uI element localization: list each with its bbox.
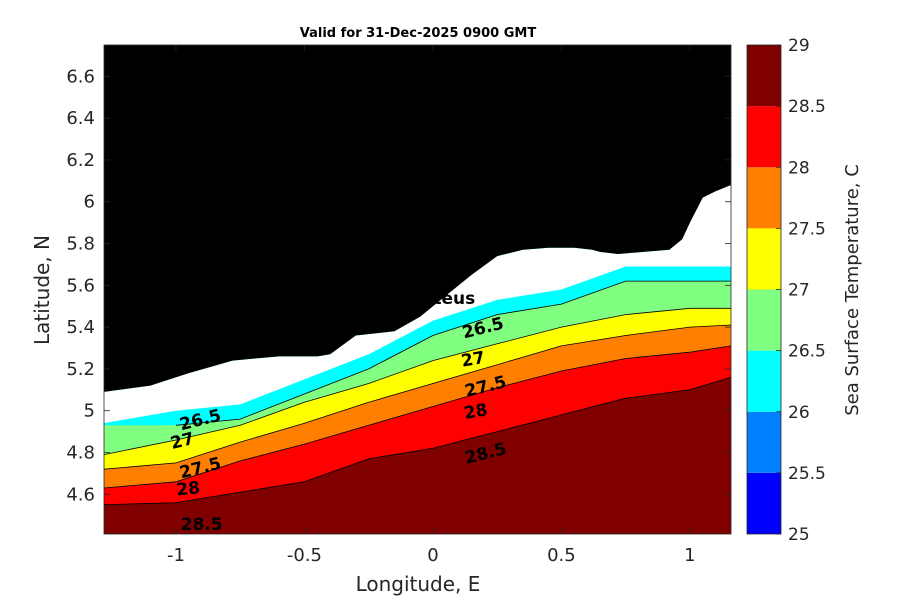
y-tick-label-4: 5.4 <box>66 317 95 338</box>
isoline-28.5 <box>104 376 731 506</box>
colorbar-band-27.5 <box>747 167 781 229</box>
y-tick-label-10: 6.6 <box>66 66 95 87</box>
x-tick-label-0: -1 <box>167 545 185 566</box>
x-tick-label-1: -0.5 <box>287 545 322 566</box>
x-axis-label: Longitude, E <box>356 572 481 596</box>
colorbar: 25 25.5 26 26.5 27 27.5 28 28.5 29 Sea Surface T… <box>746 36 863 545</box>
colorbar-tick-label-3: 26.5 <box>788 342 826 362</box>
y-tick-label-1: 4.8 <box>66 443 95 464</box>
site-star-icon: ☆ <box>429 267 447 291</box>
colorbar-tick-label-6: 28 <box>788 158 810 178</box>
colorbar-tick-label-4: 27 <box>788 281 810 301</box>
colorbar-band-28 <box>747 106 781 168</box>
isolines <box>104 280 731 506</box>
colorbar-tick-label-2: 26 <box>788 403 810 423</box>
isoline-27.5 <box>104 324 731 470</box>
colorbar-bands <box>747 45 781 534</box>
isoline-27 <box>104 307 731 455</box>
x-tick-label-2: 0 <box>427 545 438 566</box>
colorbar-ticks: 25 25.5 26 26.5 27 27.5 28 28.5 29 <box>776 36 826 545</box>
y-axis-label: Latitude, N <box>30 235 54 345</box>
y-tick-label-2: 5 <box>84 401 95 422</box>
contour-label-8: 28 <box>462 400 489 424</box>
isoline-26.5 <box>175 280 731 426</box>
x-axis: -1 -0.5 0 0.5 1 <box>167 45 696 566</box>
y-tick-label-7: 6 <box>84 192 95 213</box>
coastal-nodata-strip <box>104 185 731 424</box>
colorbar-label: Sea Surface Temperature, C <box>842 164 863 416</box>
contour-label-3: 28 <box>175 478 201 500</box>
isoline-28 <box>104 345 731 489</box>
x-tick-label-3: 0.5 <box>547 545 576 566</box>
plot-frame <box>103 44 732 535</box>
x-tick-label-4: 1 <box>684 545 695 566</box>
colorbar-band-27 <box>747 228 781 290</box>
colorbar-band-26 <box>747 350 781 412</box>
sst-band-28.5 <box>104 377 731 534</box>
site-label: Proteus <box>401 289 475 309</box>
colorbar-band-28.5 <box>747 45 781 107</box>
colorbar-tick-label-8: 29 <box>788 36 810 56</box>
contour-label-4: 28.5 <box>181 515 223 535</box>
y-tick-label-3: 5.2 <box>66 359 95 380</box>
chart-title: Valid for 31-Dec-2025 0900 GMT <box>300 26 537 41</box>
y-tick-label-6: 5.8 <box>66 234 95 255</box>
land-mass <box>104 45 731 392</box>
colorbar-band-25 <box>747 472 781 534</box>
colorbar-tick-label-0: 25 <box>788 525 810 545</box>
colorbar-tick-label-5: 27.5 <box>788 219 826 239</box>
y-tick-label-0: 4.6 <box>66 484 95 505</box>
y-tick-label-9: 6.4 <box>66 108 95 129</box>
site-marker: ☆ Proteus <box>401 267 475 309</box>
colorbar-tick-label-1: 25.5 <box>788 464 826 484</box>
y-tick-label-8: 6.2 <box>66 150 95 171</box>
y-axis: 4.6 4.8 5 5.2 5.4 5.6 5.8 6 6.2 6.4 6.6 <box>66 66 731 505</box>
y-tick-label-5: 5.6 <box>66 275 95 296</box>
colorbar-band-25.5 <box>747 411 781 473</box>
colorbar-band-26.5 <box>747 289 781 351</box>
contour-label-6: 27 <box>460 348 487 372</box>
colorbar-tick-label-7: 28.5 <box>788 97 826 117</box>
